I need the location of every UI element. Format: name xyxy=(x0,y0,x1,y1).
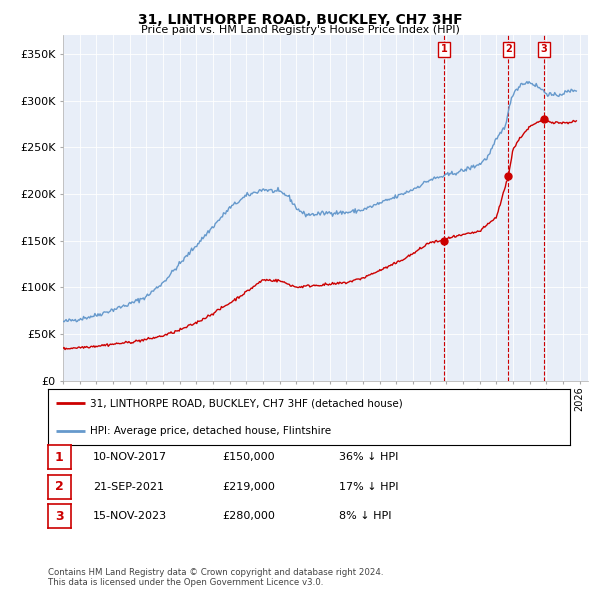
Text: 1: 1 xyxy=(55,451,64,464)
Text: Price paid vs. HM Land Registry's House Price Index (HPI): Price paid vs. HM Land Registry's House … xyxy=(140,25,460,35)
Text: 17% ↓ HPI: 17% ↓ HPI xyxy=(339,482,398,491)
Text: 3: 3 xyxy=(541,44,548,54)
Text: 10-NOV-2017: 10-NOV-2017 xyxy=(93,453,167,462)
Text: 2: 2 xyxy=(55,480,64,493)
Text: Contains HM Land Registry data © Crown copyright and database right 2024.
This d: Contains HM Land Registry data © Crown c… xyxy=(48,568,383,587)
Text: £150,000: £150,000 xyxy=(222,453,275,462)
Text: 15-NOV-2023: 15-NOV-2023 xyxy=(93,512,167,521)
Text: 3: 3 xyxy=(55,510,64,523)
Text: 21-SEP-2021: 21-SEP-2021 xyxy=(93,482,164,491)
Text: 31, LINTHORPE ROAD, BUCKLEY, CH7 3HF (detached house): 31, LINTHORPE ROAD, BUCKLEY, CH7 3HF (de… xyxy=(90,398,403,408)
Text: 31, LINTHORPE ROAD, BUCKLEY, CH7 3HF: 31, LINTHORPE ROAD, BUCKLEY, CH7 3HF xyxy=(137,13,463,27)
Text: 36% ↓ HPI: 36% ↓ HPI xyxy=(339,453,398,462)
Text: £280,000: £280,000 xyxy=(222,512,275,521)
Text: 1: 1 xyxy=(440,44,448,54)
Text: 8% ↓ HPI: 8% ↓ HPI xyxy=(339,512,391,521)
Text: HPI: Average price, detached house, Flintshire: HPI: Average price, detached house, Flin… xyxy=(90,427,331,437)
Text: 2: 2 xyxy=(505,44,512,54)
Text: £219,000: £219,000 xyxy=(222,482,275,491)
